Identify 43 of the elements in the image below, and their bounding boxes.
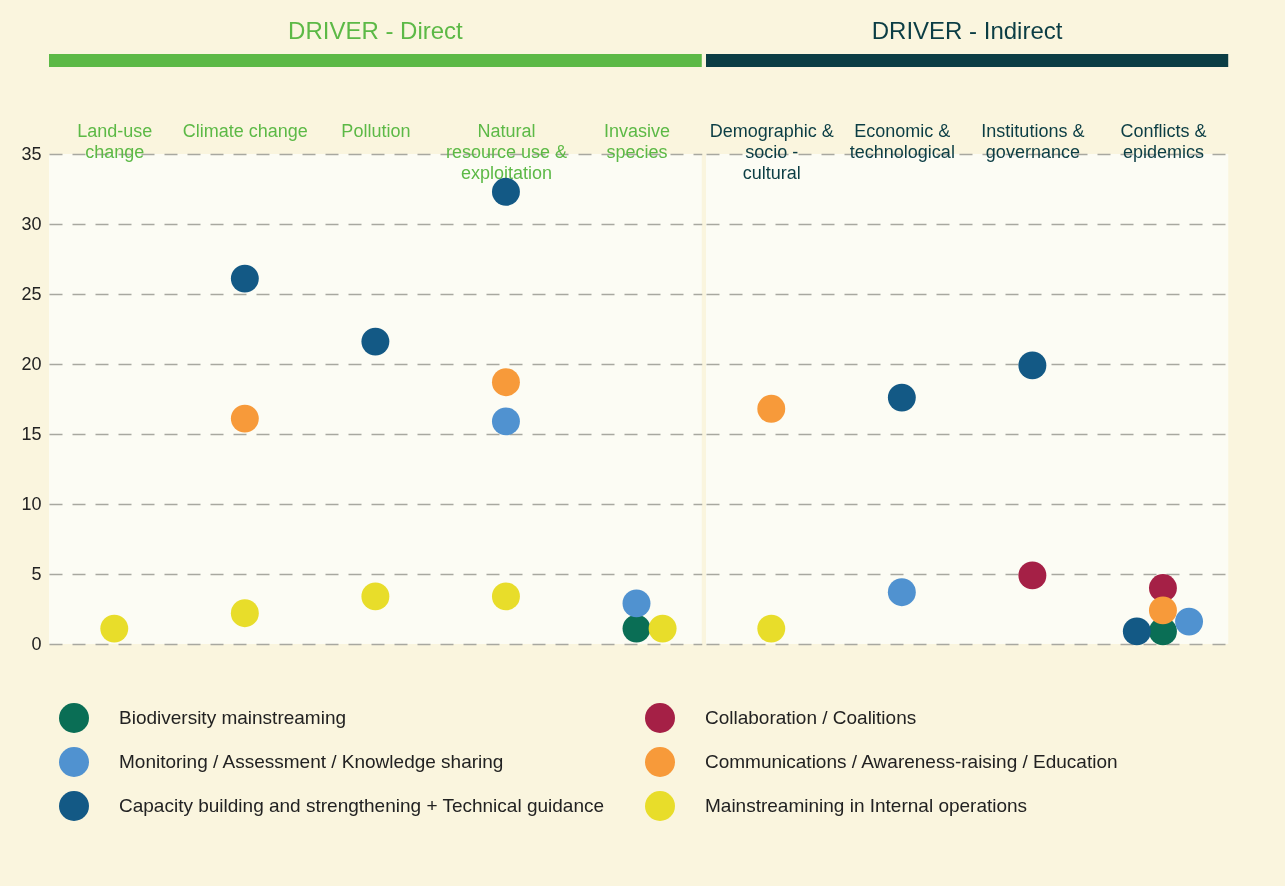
x-tick-label: Climate change bbox=[182, 120, 308, 141]
point bbox=[230, 599, 259, 628]
y-tick-label: 5 bbox=[31, 563, 42, 584]
x-tick-label: Conflicts & epidemics bbox=[1120, 120, 1207, 162]
y-tick-label: 0 bbox=[31, 633, 42, 654]
point bbox=[361, 327, 390, 356]
x-tick-label: Land-use change bbox=[77, 120, 153, 162]
x-tick-label: Economic & technological bbox=[849, 120, 955, 162]
legend-label: Monitoring / Assessment / Knowledge sharing bbox=[119, 751, 504, 772]
point bbox=[757, 614, 786, 643]
legend-label: Capacity building and strengthening + Technical guidance bbox=[119, 795, 605, 816]
legend-label: Collaboration / Coalitions bbox=[705, 707, 917, 728]
point bbox=[100, 614, 129, 643]
y-tick-label: 10 bbox=[21, 493, 42, 514]
chart-title: DRIVER - Direct bbox=[288, 17, 464, 44]
point bbox=[491, 368, 520, 397]
chart-title: DRIVER - Indirect bbox=[871, 17, 1063, 44]
x-tick-label: Pollution bbox=[341, 120, 411, 141]
y-tick-label: 35 bbox=[21, 143, 42, 164]
x-tick-label: Natural resource use & exploitation bbox=[445, 120, 567, 183]
y-tick-label: 30 bbox=[21, 213, 42, 234]
point bbox=[622, 614, 651, 643]
point bbox=[1018, 351, 1047, 380]
legend-label: Mainstreamining in Internal operations bbox=[705, 795, 1028, 816]
x-tick-label: Invasive species bbox=[603, 120, 671, 162]
point bbox=[230, 264, 259, 293]
point bbox=[491, 407, 520, 436]
legend-label: Communications / Awareness-raising / Education bbox=[705, 751, 1118, 772]
point bbox=[230, 404, 259, 433]
point bbox=[757, 394, 786, 423]
y-tick-label: 15 bbox=[21, 423, 42, 444]
legend-label: Biodiversity mainstreaming bbox=[119, 707, 347, 728]
point bbox=[1018, 561, 1047, 590]
x-tick-label: Demographic & socio - cultural bbox=[709, 120, 834, 183]
point bbox=[887, 578, 916, 607]
point bbox=[622, 589, 651, 618]
x-tick-label: Institutions & governance bbox=[981, 120, 1085, 162]
point bbox=[1148, 596, 1177, 625]
point bbox=[887, 383, 916, 412]
y-tick-label: 25 bbox=[21, 283, 42, 304]
point bbox=[361, 582, 390, 611]
point bbox=[491, 582, 520, 611]
y-tick-label: 20 bbox=[21, 353, 42, 374]
